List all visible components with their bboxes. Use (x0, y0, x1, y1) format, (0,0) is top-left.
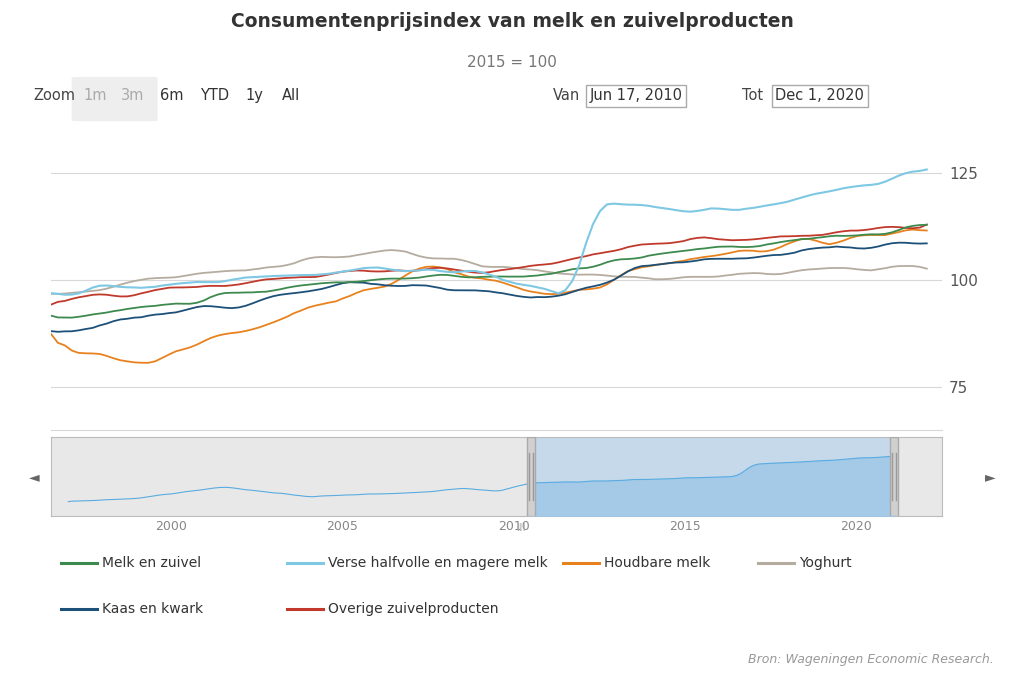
Bar (527, 437, 535, 516)
Text: 1m: 1m (84, 89, 106, 103)
Text: Van: Van (553, 89, 581, 103)
Text: YTD: YTD (201, 89, 229, 103)
Text: 3m: 3m (122, 89, 144, 103)
Text: ►: ► (985, 470, 995, 484)
Text: Melk en zuivel: Melk en zuivel (102, 557, 202, 570)
Text: 6m: 6m (161, 89, 183, 103)
Text: Overige zuivelproducten: Overige zuivelproducten (328, 602, 499, 616)
Text: Bron: Wageningen Economic Research.: Bron: Wageningen Economic Research. (748, 653, 993, 666)
Text: Consumentenprijsindex van melk en zuivelproducten: Consumentenprijsindex van melk en zuivel… (230, 12, 794, 31)
Text: III: III (517, 523, 527, 533)
Text: Jun 17, 2010: Jun 17, 2010 (590, 89, 683, 103)
Text: Kaas en kwark: Kaas en kwark (102, 602, 204, 616)
Text: Dec 1, 2020: Dec 1, 2020 (775, 89, 864, 103)
Text: 1y: 1y (245, 89, 263, 103)
Bar (890, 437, 898, 516)
Text: Yoghurt: Yoghurt (799, 557, 851, 570)
Text: Tot: Tot (742, 89, 764, 103)
Text: Zoom: Zoom (34, 89, 76, 103)
Text: Verse halfvolle en magere melk: Verse halfvolle en magere melk (328, 557, 548, 570)
Bar (530, 437, 894, 516)
Text: All: All (282, 89, 300, 103)
Text: ◄: ◄ (29, 470, 39, 484)
Text: 2015 = 100: 2015 = 100 (467, 55, 557, 70)
Text: Houdbare melk: Houdbare melk (604, 557, 711, 570)
FancyBboxPatch shape (72, 77, 120, 121)
FancyBboxPatch shape (110, 77, 158, 121)
